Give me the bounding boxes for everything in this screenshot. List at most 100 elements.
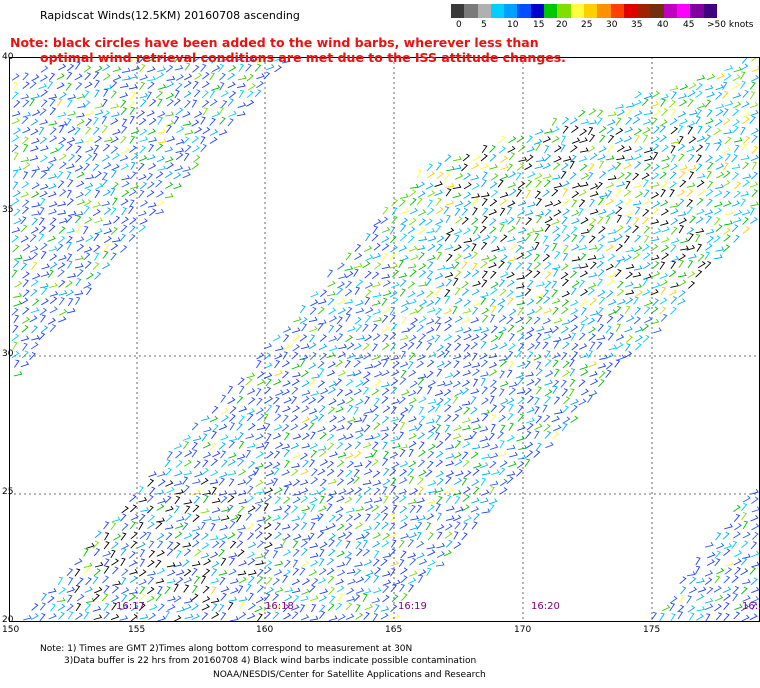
wind-barb — [589, 310, 599, 316]
legend-label: 30 — [606, 20, 618, 30]
wind-barb — [633, 283, 642, 289]
wind-barb — [536, 156, 545, 163]
wind-barb — [723, 200, 732, 207]
wind-barb — [499, 359, 508, 368]
wind-barb — [12, 190, 21, 198]
wind-barb — [516, 274, 526, 280]
wind-barb — [569, 117, 578, 125]
wind-barb — [489, 379, 497, 388]
wind-barb — [642, 118, 652, 125]
wind-barb — [561, 388, 569, 397]
wind-barb — [741, 209, 751, 216]
wind-barb — [670, 226, 678, 235]
wind-barb — [697, 261, 706, 269]
map-title: Rapidscat Winds(12.5KM) 20160708 ascendi… — [40, 9, 300, 22]
wind-barb — [588, 108, 597, 116]
wind-barb — [686, 182, 696, 188]
wind-barb — [192, 532, 200, 540]
wind-barb — [416, 169, 422, 178]
wind-barb — [146, 91, 152, 100]
wind-barb — [184, 598, 193, 604]
wind-barb — [542, 136, 551, 143]
wind-barb — [49, 282, 58, 289]
wind-barb — [544, 128, 553, 134]
wind-barb — [390, 539, 397, 548]
wind-barb — [696, 180, 705, 188]
wind-barb — [212, 423, 219, 433]
wind-barb — [356, 548, 363, 557]
wind-barb — [642, 208, 650, 217]
wind-barb — [724, 209, 734, 215]
wind-barb — [553, 209, 562, 217]
wind-barb — [320, 387, 329, 395]
lon-label-160: 160 — [256, 625, 274, 635]
wind-barb — [507, 256, 517, 262]
wind-barb — [228, 568, 237, 576]
wind-barb — [417, 181, 425, 189]
wind-barb — [182, 434, 191, 441]
wind-barb — [138, 569, 147, 577]
wind-barb — [209, 415, 218, 423]
wind-barb — [301, 547, 308, 556]
wind-barb — [751, 523, 760, 531]
wind-barb — [398, 272, 408, 279]
wind-barb — [607, 119, 616, 126]
wind-barb — [716, 567, 725, 575]
wind-barb — [389, 548, 396, 557]
wind-barb — [11, 333, 20, 341]
wind-barb — [660, 208, 669, 216]
wind-barb — [409, 197, 417, 206]
wind-barb — [317, 322, 324, 331]
wind-barb — [94, 182, 104, 190]
wind-barb — [651, 191, 660, 199]
wind-barb — [49, 135, 58, 143]
wind-barb — [31, 93, 40, 100]
wind-barb — [623, 162, 632, 170]
wind-barb — [194, 471, 203, 478]
wind-barb — [111, 595, 120, 603]
wind-barb — [138, 155, 148, 162]
wind-barb — [86, 287, 92, 296]
wind-barb — [517, 413, 524, 422]
wind-barb — [48, 156, 57, 163]
wind-barb — [67, 126, 76, 134]
wind-barb — [209, 98, 218, 107]
wind-barb — [210, 578, 219, 584]
wind-barb — [436, 344, 444, 352]
wind-barb — [543, 179, 551, 188]
wind-barb — [13, 292, 22, 298]
wind-barb — [209, 442, 217, 451]
wind-barb — [129, 145, 137, 153]
wind-barb — [416, 305, 424, 314]
wind-barb — [407, 226, 416, 234]
wind-barb — [382, 206, 389, 215]
legend-label: 40 — [657, 20, 669, 30]
wind-barb — [373, 243, 381, 251]
wind-barb — [686, 198, 694, 207]
wind-barb — [471, 334, 480, 341]
wind-barb — [139, 81, 146, 90]
wind-barb — [65, 118, 72, 127]
wind-barb — [20, 191, 29, 198]
wind-barb — [535, 179, 542, 188]
wind-barb — [542, 189, 550, 198]
wind-barb — [29, 98, 35, 107]
wind-barb — [435, 218, 444, 226]
wind-barb — [689, 576, 697, 585]
wind-barb — [75, 602, 82, 612]
wind-barb — [102, 110, 110, 118]
wind-barb — [318, 449, 327, 458]
wind-barb — [311, 603, 317, 613]
wind-barb — [605, 182, 615, 189]
wind-barb — [696, 135, 706, 143]
wind-barb — [463, 470, 472, 478]
wind-barb — [453, 514, 462, 522]
wind-barb — [605, 352, 614, 359]
wind-barb — [490, 189, 499, 198]
wind-barb — [310, 431, 316, 440]
wind-barb — [489, 144, 496, 153]
wind-barb — [218, 129, 228, 136]
wind-barb — [148, 162, 157, 170]
wind-barb — [355, 505, 365, 512]
